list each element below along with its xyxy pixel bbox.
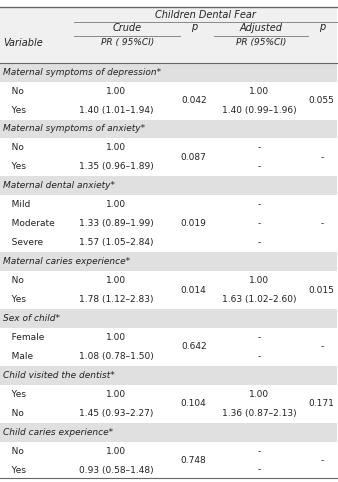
Text: 1.45 (0.93–2.27): 1.45 (0.93–2.27) — [79, 409, 153, 418]
Text: 1.08 (0.78–1.50): 1.08 (0.78–1.50) — [79, 352, 153, 361]
Bar — [0, 385, 337, 404]
Text: No: No — [3, 144, 24, 152]
Text: No: No — [3, 87, 24, 95]
Text: 1.36 (0.87–2.13): 1.36 (0.87–2.13) — [222, 409, 297, 418]
Text: 1.00: 1.00 — [106, 201, 126, 209]
Text: 1.00: 1.00 — [249, 390, 269, 399]
Bar — [0, 7, 337, 63]
Text: No: No — [3, 276, 24, 285]
Bar — [0, 442, 337, 461]
Text: 0.019: 0.019 — [181, 219, 207, 228]
Text: 0.087: 0.087 — [181, 153, 207, 162]
Text: -: - — [258, 219, 261, 228]
Text: 0.042: 0.042 — [181, 96, 207, 105]
Text: Severe: Severe — [3, 238, 44, 247]
Text: 1.00: 1.00 — [106, 87, 126, 95]
Bar — [0, 120, 337, 138]
Text: 0.93 (0.58–1.48): 0.93 (0.58–1.48) — [79, 466, 153, 475]
Text: PR (95%CI): PR (95%CI) — [236, 38, 286, 47]
Text: PR ( 95%CI): PR ( 95%CI) — [100, 38, 154, 47]
Text: 1.57 (1.05–2.84): 1.57 (1.05–2.84) — [79, 238, 153, 247]
Text: 0.748: 0.748 — [181, 456, 207, 465]
Text: No: No — [3, 409, 24, 418]
Text: 0.015: 0.015 — [309, 285, 335, 295]
Text: Maternal symptoms of anxiety*: Maternal symptoms of anxiety* — [3, 124, 145, 134]
Bar — [0, 347, 337, 366]
Text: 1.63 (1.02–2.60): 1.63 (1.02–2.60) — [222, 295, 297, 304]
Text: 1.33 (0.89–1.99): 1.33 (0.89–1.99) — [79, 219, 153, 228]
Text: Maternal dental anxiety*: Maternal dental anxiety* — [3, 181, 115, 190]
Text: Moderate: Moderate — [3, 219, 55, 228]
Text: -: - — [320, 342, 323, 351]
Text: 0.055: 0.055 — [309, 96, 335, 105]
Text: Male: Male — [3, 352, 33, 361]
Text: -: - — [258, 144, 261, 152]
Text: 1.78 (1.12–2.83): 1.78 (1.12–2.83) — [79, 295, 153, 304]
Bar — [0, 271, 337, 290]
Text: Female: Female — [3, 333, 45, 342]
Bar — [0, 195, 337, 214]
Text: 0.171: 0.171 — [309, 399, 335, 408]
Text: 1.00: 1.00 — [249, 87, 269, 95]
Text: 1.00: 1.00 — [106, 447, 126, 455]
Bar — [0, 252, 337, 271]
Text: 0.014: 0.014 — [181, 285, 207, 295]
Text: p: p — [191, 22, 197, 32]
Text: 0.642: 0.642 — [181, 342, 207, 351]
Bar — [0, 214, 337, 233]
Text: Yes: Yes — [3, 466, 26, 475]
Text: No: No — [3, 447, 24, 455]
Bar — [0, 158, 337, 176]
Text: -: - — [320, 219, 323, 228]
Text: -: - — [258, 238, 261, 247]
Bar — [0, 290, 337, 309]
Text: Children Dental Fear: Children Dental Fear — [155, 10, 256, 20]
Text: Crude: Crude — [113, 23, 142, 33]
Text: -: - — [258, 447, 261, 455]
Text: Yes: Yes — [3, 295, 26, 304]
Text: Yes: Yes — [3, 106, 26, 115]
Text: -: - — [320, 456, 323, 465]
Bar — [0, 423, 337, 442]
Text: 1.35 (0.96–1.89): 1.35 (0.96–1.89) — [79, 162, 153, 172]
Text: Sex of child*: Sex of child* — [3, 314, 61, 323]
Text: 1.00: 1.00 — [106, 144, 126, 152]
Bar — [0, 233, 337, 252]
Bar — [0, 81, 337, 101]
Text: Adjusted: Adjusted — [240, 23, 283, 33]
Bar — [0, 366, 337, 385]
Text: Child visited the dentist*: Child visited the dentist* — [3, 371, 115, 380]
Text: Variable: Variable — [3, 38, 43, 48]
Text: 1.00: 1.00 — [106, 390, 126, 399]
Bar — [0, 328, 337, 347]
Text: 1.00: 1.00 — [106, 333, 126, 342]
Text: Maternal symptoms of depression*: Maternal symptoms of depression* — [3, 67, 162, 77]
Bar — [0, 309, 337, 328]
Text: 1.40 (1.01–1.94): 1.40 (1.01–1.94) — [79, 106, 153, 115]
Bar — [0, 101, 337, 120]
Bar — [0, 404, 337, 423]
Text: Child caries experience*: Child caries experience* — [3, 428, 114, 437]
Text: -: - — [258, 201, 261, 209]
Text: -: - — [258, 352, 261, 361]
Text: Maternal caries experience*: Maternal caries experience* — [3, 257, 130, 266]
Text: -: - — [320, 153, 323, 162]
Bar — [0, 138, 337, 158]
Text: Mild: Mild — [3, 201, 31, 209]
Text: -: - — [258, 333, 261, 342]
Text: Yes: Yes — [3, 390, 26, 399]
Text: -: - — [258, 466, 261, 475]
Text: 0.104: 0.104 — [181, 399, 207, 408]
Text: Yes: Yes — [3, 162, 26, 172]
Text: p: p — [319, 22, 325, 32]
Text: 1.00: 1.00 — [249, 276, 269, 285]
Bar — [0, 461, 337, 480]
Bar — [0, 63, 337, 81]
Text: -: - — [258, 162, 261, 172]
Text: 1.00: 1.00 — [106, 276, 126, 285]
Bar — [0, 176, 337, 195]
Text: 1.40 (0.99–1.96): 1.40 (0.99–1.96) — [222, 106, 297, 115]
